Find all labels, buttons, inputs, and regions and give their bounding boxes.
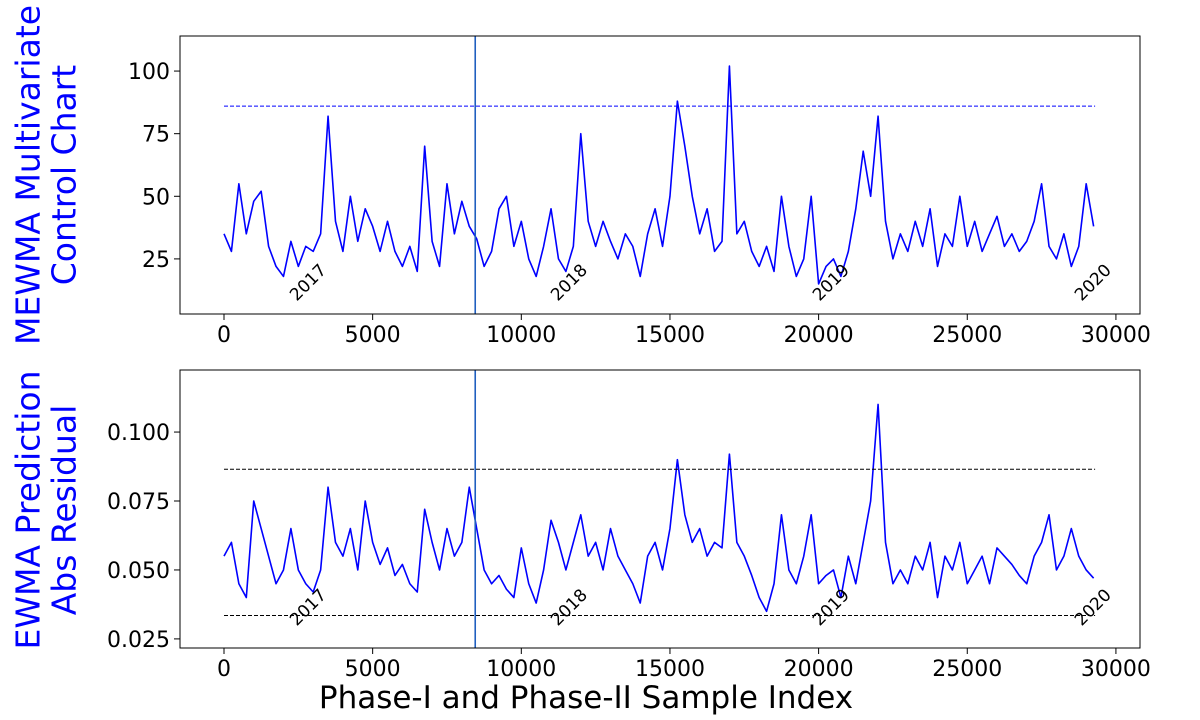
year-annotation: 2019 — [809, 585, 854, 630]
year-annotation: 2019 — [809, 261, 854, 306]
x-tick-label: 5000 — [345, 657, 401, 682]
y-tick-label: 0.050 — [107, 559, 170, 584]
y-tick-label: 0.100 — [107, 421, 170, 446]
y-axis-label: Abs Residual — [45, 405, 84, 616]
x-tick-label: 10000 — [486, 323, 556, 348]
x-tick-label: 5000 — [345, 323, 401, 348]
subplot: 0 5000 10000 15000 20000 25000 30000 0.025 0.050… — [9, 369, 1151, 716]
year-annotation: 2020 — [1071, 585, 1116, 630]
year-annotation: 2017 — [286, 585, 331, 630]
x-tick-label: 15000 — [635, 657, 705, 682]
y-axis-label: EWMA Prediction — [9, 371, 48, 650]
plot-area — [223, 36, 1096, 314]
y-tick-label: 25 — [142, 248, 170, 273]
y-tick-label: 0.025 — [107, 628, 170, 653]
plot-area — [223, 370, 1096, 648]
data-line — [223, 65, 1095, 285]
y-tick-label: 0.075 — [107, 490, 170, 515]
y-tick-label: 100 — [128, 60, 170, 85]
data-line — [223, 403, 1095, 613]
subplot: 0 5000 10000 15000 20000 25000 30000 25 50 75 100 2… — [9, 5, 1151, 348]
x-tick-label: 0 — [217, 323, 231, 348]
year-annotation: 2018 — [547, 585, 592, 630]
axes-frame — [179, 369, 1141, 649]
x-tick-label: 0 — [217, 657, 231, 682]
y-tick-label: 50 — [142, 185, 170, 210]
x-tick-label: 25000 — [932, 323, 1002, 348]
x-tick-label: 20000 — [784, 323, 854, 348]
x-tick-label: 15000 — [635, 323, 705, 348]
year-annotation: 2018 — [547, 261, 592, 306]
x-tick-label: 20000 — [784, 657, 854, 682]
x-tick-label: 30000 — [1081, 657, 1151, 682]
year-annotation: 2020 — [1071, 261, 1116, 306]
y-axis-label: Control Chart — [45, 65, 84, 286]
year-annotation: 2017 — [286, 261, 331, 306]
x-tick-label: 30000 — [1081, 323, 1151, 348]
axes-frame — [179, 35, 1141, 315]
x-tick-label: 10000 — [486, 657, 556, 682]
x-axis-label: Phase-I and Phase-II Sample Index — [319, 680, 853, 716]
x-tick-label: 25000 — [932, 657, 1002, 682]
y-axis-label: MEWMA Multivariate — [9, 5, 48, 345]
y-tick-label: 75 — [142, 123, 170, 148]
